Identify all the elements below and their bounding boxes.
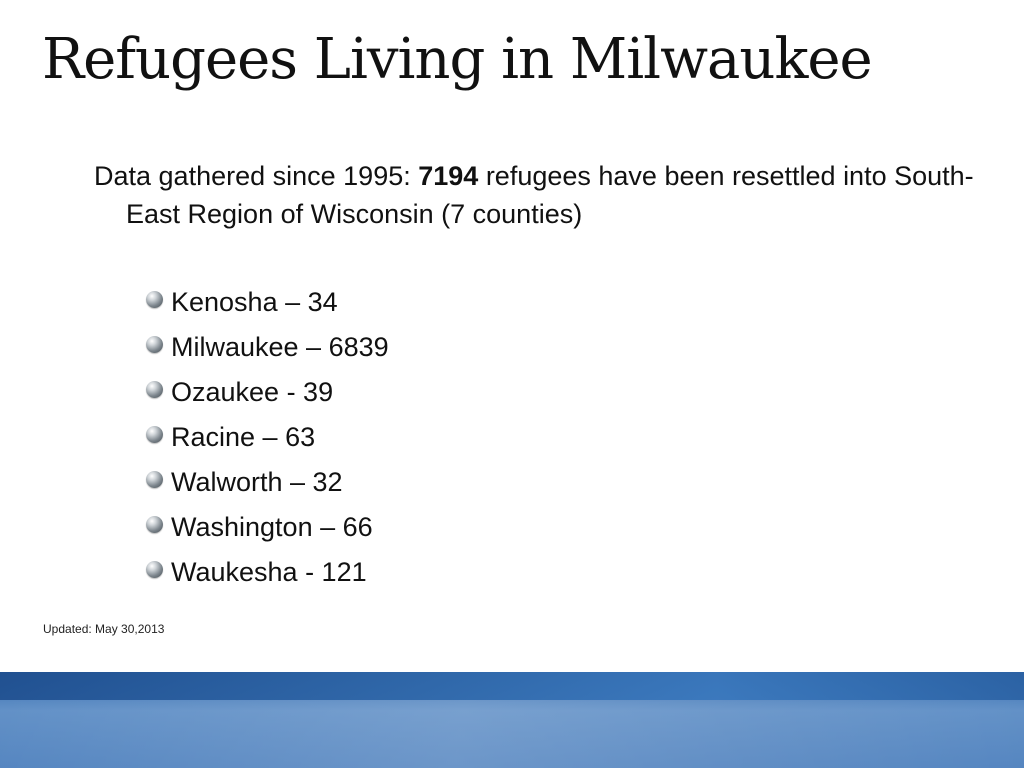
refugee-total: 7194 [418, 161, 479, 191]
sphere-bullet-icon [146, 291, 163, 308]
footer-stripe [0, 672, 1024, 700]
county-entry: Racine – 63 [171, 422, 316, 452]
sphere-bullet-icon [146, 471, 163, 488]
updated-note: Updated: May 30,2013 [43, 622, 165, 636]
county-entry: Ozaukee - 39 [171, 377, 334, 407]
slide-title: Refugees Living in Milwaukee [42, 27, 873, 92]
county-entry: Kenosha – 34 [171, 287, 338, 317]
sphere-bullet-icon [146, 426, 163, 443]
sphere-bullet-icon [146, 336, 163, 353]
county-list: Kenosha – 34 Milwaukee – 6839 Ozaukee - … [146, 280, 389, 595]
sphere-bullet-icon [146, 561, 163, 578]
county-entry: Washington – 66 [171, 512, 373, 542]
list-item: Ozaukee - 39 [146, 370, 389, 415]
county-entry: Waukesha - 121 [171, 557, 367, 587]
list-item: Washington – 66 [146, 505, 389, 550]
intro-suffix: refugees have been resettled into South-… [126, 161, 974, 229]
list-item: Waukesha - 121 [146, 550, 389, 595]
list-item: Milwaukee – 6839 [146, 325, 389, 370]
county-entry: Milwaukee – 6839 [171, 332, 389, 362]
sphere-bullet-icon [146, 381, 163, 398]
list-item: Walworth – 32 [146, 460, 389, 505]
list-item: Kenosha – 34 [146, 280, 389, 325]
intro-paragraph: Data gathered since 1995: 7194 refugees … [94, 157, 1006, 233]
footer-band [0, 672, 1024, 768]
county-entry: Walworth – 32 [171, 467, 343, 497]
footer-sheen [0, 700, 1024, 768]
intro-prefix: Data gathered since 1995: [94, 161, 419, 191]
list-item: Racine – 63 [146, 415, 389, 460]
sphere-bullet-icon [146, 516, 163, 533]
